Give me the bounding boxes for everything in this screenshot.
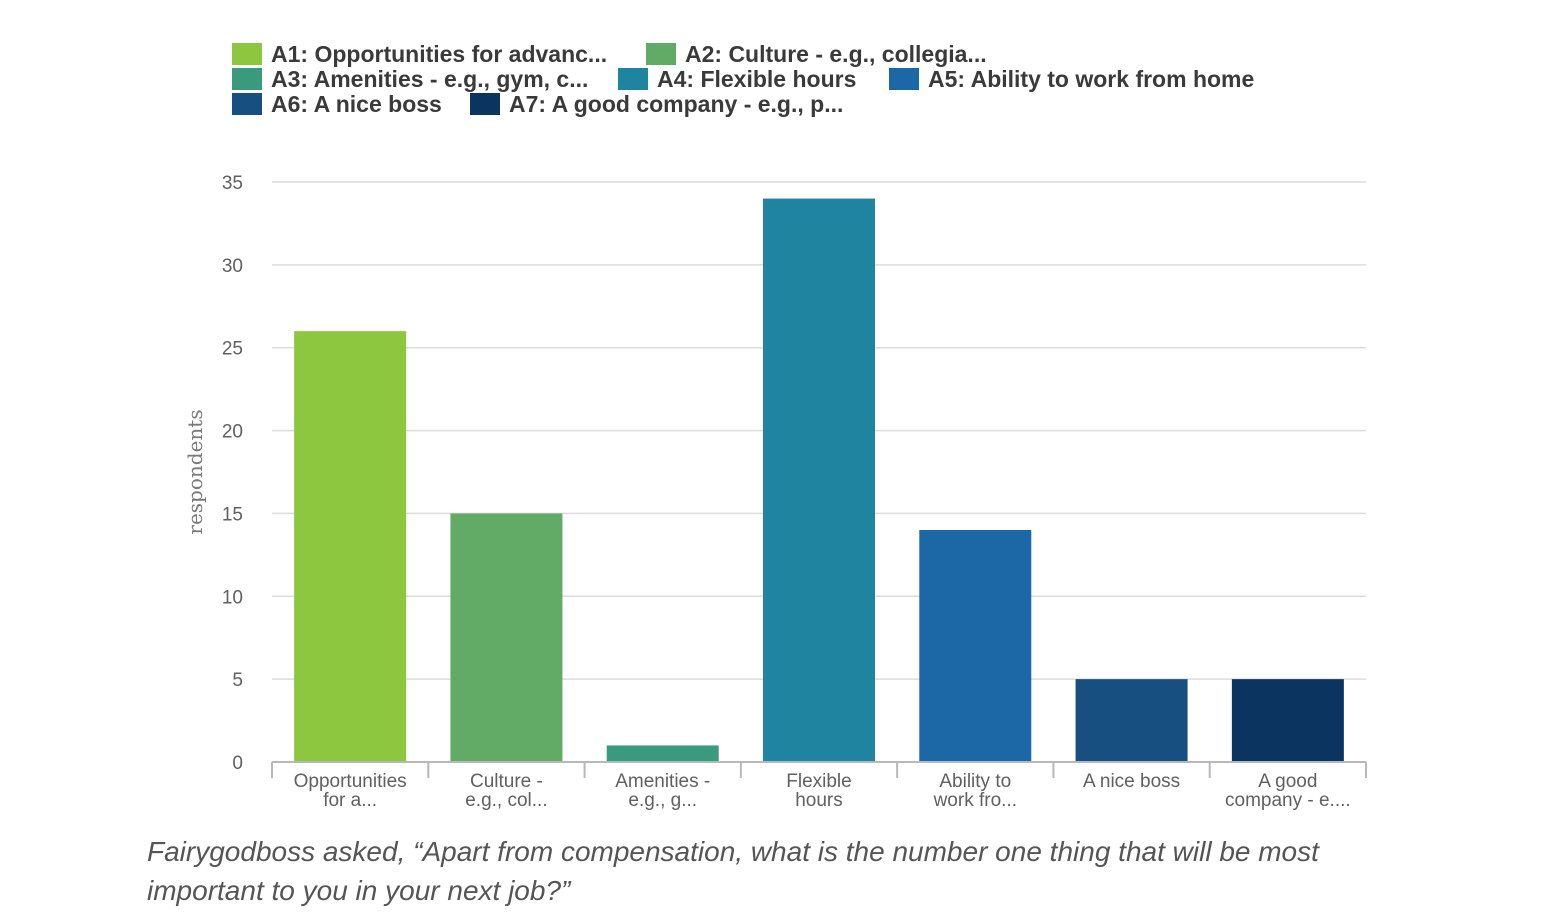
bar [763, 198, 875, 763]
legend-label: A7: A good company - e.g., p... [509, 91, 843, 117]
legend-item: A2: Culture - e.g., collegia... [646, 41, 987, 67]
legend-label: A4: Flexible hours [657, 66, 856, 92]
bar [606, 745, 719, 762]
x-axis [271, 761, 1367, 778]
y-axis-label: respondents [183, 409, 207, 534]
bar [919, 530, 1032, 762]
bar [450, 513, 563, 762]
x-category-label: A good company - e.... [1225, 771, 1351, 811]
y-tick-label: 35 [222, 173, 243, 194]
legend-swatch [232, 68, 262, 90]
x-axis-labels: Opportunities for a... Culture -e.g., col.… [294, 771, 1351, 811]
y-tick-label: 5 [232, 670, 243, 691]
x-category-label: Opportunities for a... [294, 771, 407, 811]
chart-bars [294, 198, 1344, 763]
legend-item: A4: Flexible hours [618, 66, 856, 92]
legend-swatch [646, 43, 676, 65]
bar [1075, 679, 1188, 762]
chart-legend: A1: Opportunities for advanc... A2: Cultu… [232, 41, 1254, 117]
chart-caption: Fairygodboss asked, “Apart from compensa… [147, 836, 1319, 906]
legend-swatch [232, 43, 262, 65]
legend-label: A3: Amenities - e.g., gym, c... [271, 66, 588, 92]
y-tick-label: 25 [222, 339, 243, 360]
legend-swatch [232, 93, 262, 115]
y-tick-label: 15 [222, 504, 243, 525]
bar [1231, 679, 1344, 762]
legend-label: A6: A nice boss [271, 91, 442, 117]
legend-label: A1: Opportunities for advanc... [271, 41, 607, 67]
y-axis-ticks: 0 5 10 15 20 25 30 35 [222, 173, 243, 774]
x-category-label: Flexible hours [786, 771, 851, 811]
legend-item: A6: A nice boss [232, 91, 442, 117]
x-category-label: Ability to work fro... [933, 771, 1017, 811]
legend-swatch [470, 93, 500, 115]
x-category-label: Culture -e.g., col... [465, 771, 547, 811]
y-tick-label: 20 [222, 422, 243, 443]
legend-item: A7: A good company - e.g., p... [470, 91, 843, 117]
legend-label: A5: Ability to work from home [928, 66, 1254, 92]
bar-chart: A1: Opportunities for advanc... A2: Cultu… [183, 41, 1367, 811]
legend-swatch [889, 68, 919, 90]
legend-item: A3: Amenities - e.g., gym, c... [232, 66, 588, 92]
legend-item: A5: Ability to work from home [889, 66, 1254, 92]
y-tick-label: 10 [222, 587, 243, 608]
legend-label: A2: Culture - e.g., collegia... [685, 41, 987, 67]
legend-swatch [618, 68, 648, 90]
legend-item: A1: Opportunities for advanc... [232, 41, 607, 67]
x-category-label: Amenities -e.g., g... [615, 771, 710, 811]
x-category-label: A nice boss [1083, 771, 1180, 792]
y-tick-label: 0 [232, 753, 243, 774]
y-tick-label: 30 [222, 256, 243, 277]
bar [294, 331, 407, 762]
